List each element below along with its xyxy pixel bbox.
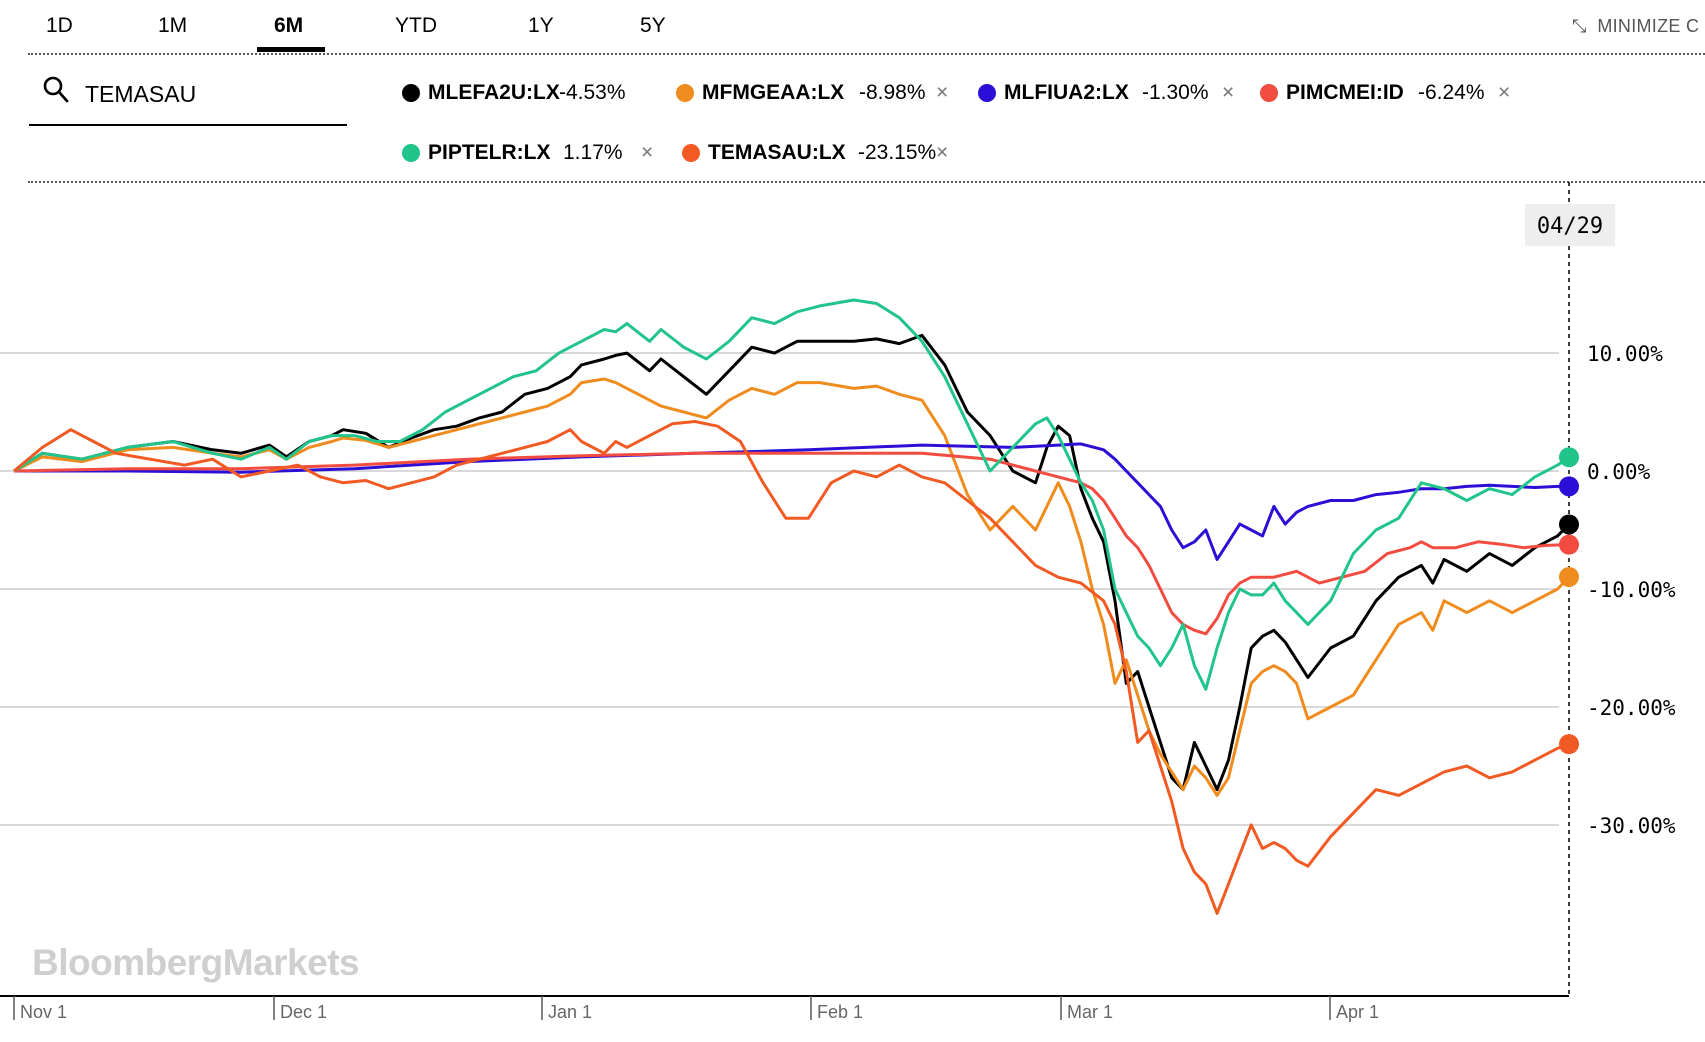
range-tab-1m[interactable]: 1M	[158, 14, 188, 37]
close-icon[interactable]: ×	[641, 141, 654, 164]
y-tick-label: 0.00%	[1587, 460, 1651, 484]
legend-ticker: PIMCMEI:ID	[1286, 81, 1404, 104]
legend-change: -4.53%	[559, 81, 626, 104]
close-icon[interactable]: ×	[1222, 81, 1235, 104]
legend-dot	[676, 84, 694, 102]
crosshair-date-label: 04/29	[1537, 214, 1603, 239]
minimize-icon: ⤡	[1572, 16, 1587, 36]
legend-dot	[402, 144, 420, 162]
search-icon	[43, 76, 69, 103]
series-end-marker	[1559, 476, 1579, 497]
legend-change: -1.30%	[1142, 81, 1209, 104]
header-divider	[28, 53, 1705, 55]
legend-ticker: PIPTELR:LX	[428, 141, 551, 164]
crosshair-date-box	[1525, 204, 1615, 246]
x-tick-label: Apr 1	[1336, 1002, 1379, 1022]
series-end-marker	[1559, 514, 1579, 535]
series-line	[13, 377, 1571, 797]
range-tab-1d[interactable]: 1D	[46, 14, 73, 37]
series-end-marker	[1559, 534, 1579, 555]
legend-dot	[1260, 84, 1278, 102]
series-line	[13, 451, 1570, 636]
legend-change: -6.24%	[1418, 81, 1485, 104]
close-icon[interactable]: ×	[1498, 81, 1511, 104]
legend-divider	[28, 181, 1705, 183]
series-line	[14, 442, 1569, 561]
watermark-logo: BloombergMarkets	[32, 942, 360, 983]
search-input[interactable]	[85, 78, 335, 110]
range-tab-1y[interactable]: 1Y	[528, 14, 554, 37]
legend-ticker: MFMGEAA:LX	[702, 81, 845, 104]
range-tab-5y[interactable]: 5Y	[640, 14, 666, 37]
series-end-marker	[1559, 566, 1579, 587]
legend-ticker: MLEFA2U:LX	[428, 81, 560, 104]
legend-ticker: MLFIUA2:LX	[1004, 81, 1129, 104]
series-end-marker	[1559, 447, 1579, 468]
legend-dot	[978, 84, 996, 102]
x-tick-label: Dec 1	[280, 1002, 327, 1022]
close-icon[interactable]: ×	[936, 81, 949, 104]
y-tick-label: -10.00%	[1587, 578, 1676, 602]
legend-change: 1.17%	[563, 141, 623, 164]
legend-dot	[682, 144, 700, 162]
legend-ticker: TEMASAU:LX	[708, 141, 846, 164]
search-box	[29, 66, 347, 126]
minimize-button[interactable]: ⤡ MINIMIZE C	[1572, 16, 1699, 37]
y-tick-label: -30.00%	[1587, 814, 1676, 838]
range-tab-6m[interactable]: 6M	[274, 14, 304, 37]
series-line	[13, 420, 1570, 915]
x-tick-label: Nov 1	[20, 1002, 67, 1022]
legend-dot	[402, 84, 420, 102]
series-line	[13, 298, 1570, 691]
x-tick-label: Mar 1	[1067, 1002, 1113, 1022]
series-end-marker	[1559, 734, 1579, 755]
x-tick-label: Feb 1	[817, 1002, 863, 1022]
y-tick-label: 10.00%	[1587, 342, 1663, 366]
legend-change: -8.98%	[859, 81, 926, 104]
y-tick-label: -20.00%	[1587, 696, 1676, 720]
legend-change: -23.15%	[858, 141, 937, 164]
active-tab-indicator	[257, 47, 325, 52]
series-line	[13, 333, 1571, 792]
range-tab-ytd[interactable]: YTD	[395, 14, 437, 37]
range-tabs: 1D 1M 6M YTD 1Y 5Y	[0, 0, 1705, 54]
x-tick-label: Jan 1	[548, 1002, 592, 1022]
close-icon[interactable]: ×	[936, 141, 949, 164]
minimize-label: MINIMIZE C	[1597, 16, 1700, 36]
